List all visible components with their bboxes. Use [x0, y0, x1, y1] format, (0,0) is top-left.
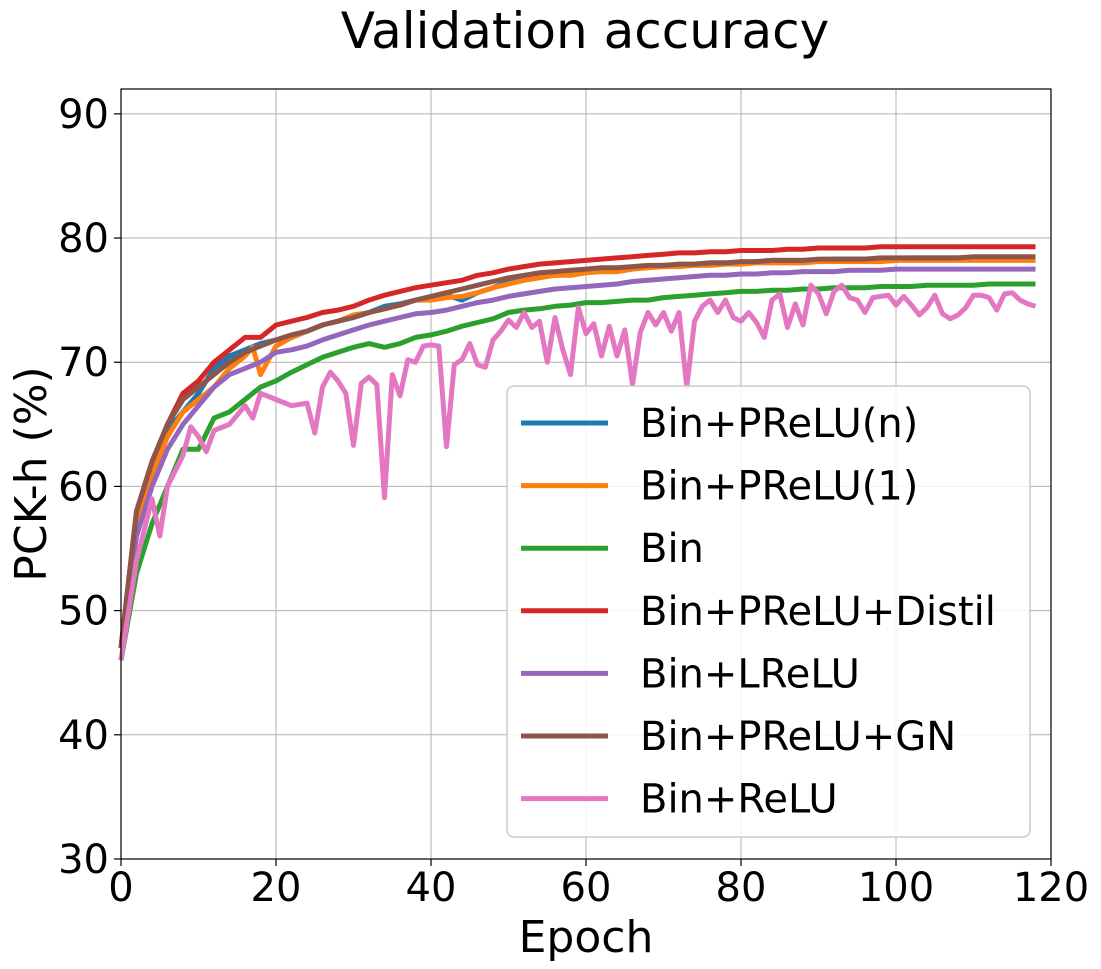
series-line-7 [118, 282, 1037, 661]
series-line-2 [118, 257, 1036, 649]
series-line-6 [118, 254, 1036, 649]
x-tick-label: 100 [858, 865, 934, 911]
y-axis-label: PCK-h (%) [6, 366, 57, 581]
x-tick-label: 120 [1013, 865, 1089, 911]
y-tick-label: 40 [58, 713, 109, 759]
series-line-5 [118, 266, 1036, 649]
series-line-4 [118, 244, 1036, 649]
x-tick-label: 40 [406, 865, 457, 911]
x-tick-label: 60 [561, 865, 612, 911]
x-tick-label: 20 [251, 865, 302, 911]
y-axis-ticks: 30 40 50 60 70 80 90 [58, 92, 121, 883]
x-tick-label: 0 [108, 865, 133, 911]
legend: Bin+PReLU(n) Bin+PReLU(1) Bin Bin+PReLU+Dis… [506, 385, 1031, 838]
series-line-3 [118, 281, 1036, 661]
legend-label: Bin+PReLU+GN [640, 714, 956, 760]
y-tick-label: 50 [58, 589, 109, 635]
legend-label: Bin+PReLU(n) [640, 401, 918, 447]
y-tick-label: 80 [58, 216, 109, 262]
series-lines [118, 244, 1037, 661]
y-tick-label: 90 [58, 92, 109, 138]
legend-label: Bin+PReLU(1) [640, 464, 918, 510]
legend-label: Bin+LReLU [640, 651, 860, 697]
y-tick-label: 60 [58, 464, 109, 510]
legend-label: Bin+ReLU [640, 777, 838, 823]
x-tick-label: 80 [716, 865, 767, 911]
legend-box [506, 385, 1031, 838]
x-axis-label: Epoch [519, 912, 654, 963]
legend-label: Bin+PReLU+Distil [640, 589, 996, 635]
y-tick-label: 70 [58, 340, 109, 386]
chart-title: Validation accuracy [341, 2, 829, 60]
x-axis-ticks: 0 20 40 60 80 100 120 [108, 859, 1089, 911]
legend-label: Bin [640, 526, 704, 572]
y-tick-label: 30 [58, 837, 109, 883]
